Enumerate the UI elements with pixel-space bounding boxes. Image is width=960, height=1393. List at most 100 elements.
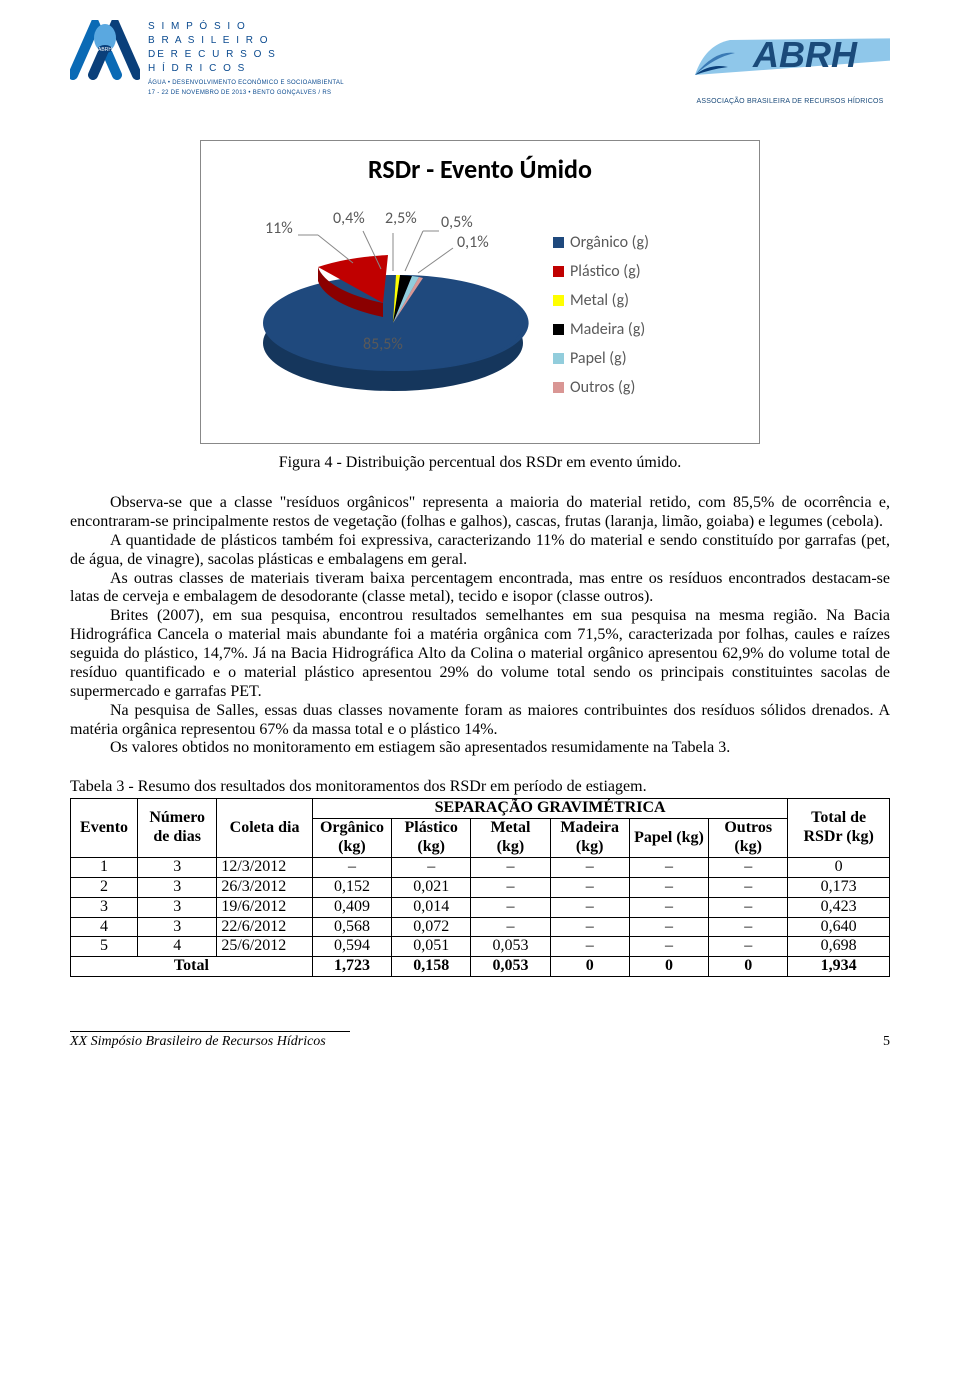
legend-label: Papel (g) — [570, 349, 627, 368]
legend-swatch-icon — [553, 266, 564, 277]
simp-line-2: B R A S I L E I R O — [148, 34, 344, 48]
th-outros: Outros (kg) — [709, 819, 788, 858]
table-cell: – — [709, 877, 788, 897]
table-row: 2326/3/20120,1520,021––––0,173 — [71, 877, 890, 897]
simp-text-block: S I M P Ó S I O B R A S I L E I R O DE R… — [148, 20, 344, 96]
table-cell: – — [550, 857, 629, 877]
table-body: 1312/3/2012––––––02326/3/20120,1520,021–… — [71, 857, 890, 976]
table-row: 3319/6/20120,4090,014––––0,423 — [71, 897, 890, 917]
page-header: ABRH S I M P Ó S I O B R A S I L E I R O… — [70, 20, 890, 110]
legend-item: Papel (g) — [553, 349, 703, 368]
chart-title: RSDr - Evento Úmido — [213, 153, 747, 185]
table-cell: 26/3/2012 — [217, 877, 313, 897]
table-cell: 0,072 — [392, 917, 471, 937]
table-cell: 0,173 — [788, 877, 890, 897]
table-cell: 2 — [71, 877, 138, 897]
table-cell: – — [550, 877, 629, 897]
table-cell: 0 — [709, 957, 788, 977]
table-cell: 0,409 — [312, 897, 391, 917]
table-cell: 0,698 — [788, 937, 890, 957]
pie-area: 11% 0,4% 2,5% 0,5% 0,1% 85,5% — [213, 193, 553, 413]
table-cell: 3 — [138, 877, 217, 897]
pie-label-outros: 0,1% — [457, 233, 489, 252]
table-cell: 3 — [138, 857, 217, 877]
table-cell: 0,152 — [312, 877, 391, 897]
table-cell: 0 — [550, 957, 629, 977]
footer-text: XX Simpósio Brasileiro de Recursos Hídri… — [70, 1031, 350, 1050]
table-cell: – — [709, 937, 788, 957]
table-cell: – — [629, 877, 708, 897]
table-cell: – — [709, 897, 788, 917]
table-cell: 12/3/2012 — [217, 857, 313, 877]
legend-label: Madeira (g) — [570, 320, 645, 339]
table-cell: 0,594 — [312, 937, 391, 957]
table-cell: – — [471, 897, 550, 917]
table-cell: – — [709, 857, 788, 877]
paragraph: Os valores obtidos no monitoramento em e… — [70, 739, 890, 758]
legend-item: Orgânico (g) — [553, 233, 703, 252]
legend-label: Plástico (g) — [570, 262, 641, 281]
paragraph: Na pesquisa de Salles, essas duas classe… — [70, 702, 890, 740]
table-cell: 0,021 — [392, 877, 471, 897]
paragraph: Brites (2007), em sua pesquisa, encontro… — [70, 607, 890, 701]
table-cell: – — [629, 917, 708, 937]
table-cell: 0 — [788, 857, 890, 877]
legend-swatch-icon — [553, 295, 564, 306]
table-cell: – — [709, 917, 788, 937]
th-total: Total de RSDr (kg) — [788, 799, 890, 858]
paragraph: A quantidade de plásticos também foi exp… — [70, 532, 890, 570]
table-cell: 22/6/2012 — [217, 917, 313, 937]
table-cell: 1 — [71, 857, 138, 877]
abrh-subtitle: ASSOCIAÇÃO BRASILEIRA DE RECURSOS HÍDRIC… — [697, 98, 884, 105]
table-cell: – — [629, 857, 708, 877]
table-cell: 3 — [138, 917, 217, 937]
table-cell: 1,934 — [788, 957, 890, 977]
legend-item: Outros (g) — [553, 378, 703, 397]
table-cell: 5 — [71, 937, 138, 957]
page-number: 5 — [883, 1034, 890, 1050]
table-row: 5425/6/20120,5940,0510,053–––0,698 — [71, 937, 890, 957]
table-cell: 1,723 — [312, 957, 391, 977]
th-plastico: Plástico (kg) — [392, 819, 471, 858]
table-cell: 0,053 — [471, 937, 550, 957]
simp-sub-1: ÁGUA • DESENVOLVIMENTO ECONÔMICO E SOCIO… — [148, 80, 344, 86]
table-cell: 0,053 — [471, 957, 550, 977]
legend-swatch-icon — [553, 382, 564, 393]
pie-label-metal: 0,4% — [333, 209, 365, 228]
logo-left: ABRH S I M P Ó S I O B R A S I L E I R O… — [70, 20, 344, 96]
table-cell: 4 — [138, 937, 217, 957]
table-cell: 19/6/2012 — [217, 897, 313, 917]
logo-right: ABRH ASSOCIAÇÃO BRASILEIRA DE RECURSOS H… — [690, 20, 890, 105]
table-cell: 4 — [71, 917, 138, 937]
th-organico: Orgânico (kg) — [312, 819, 391, 858]
legend-label: Outros (g) — [570, 378, 635, 397]
table-cell: 3 — [71, 897, 138, 917]
abrh-text: ABRH — [752, 34, 858, 75]
results-table: Evento Número de dias Coleta dia SEPARAÇ… — [70, 798, 890, 977]
table-cell: 0,051 — [392, 937, 471, 957]
legend-swatch-icon — [553, 353, 564, 364]
legend-item: Madeira (g) — [553, 320, 703, 339]
simp-line-1: S I M P Ó S I O — [148, 20, 344, 34]
th-coleta: Coleta dia — [217, 799, 313, 858]
table-row: 4322/6/20120,5680,072––––0,640 — [71, 917, 890, 937]
table-cell: – — [471, 917, 550, 937]
pie-chart: RSDr - Evento Úmido — [200, 140, 760, 444]
table-cell: – — [471, 857, 550, 877]
th-papel: Papel (kg) — [629, 819, 708, 858]
table-cell: 0,423 — [788, 897, 890, 917]
th-madeira: Madeira (kg) — [550, 819, 629, 858]
legend-swatch-icon — [553, 237, 564, 248]
table-cell: – — [550, 917, 629, 937]
svg-text:ABRH: ABRH — [98, 47, 112, 53]
table-cell: – — [471, 877, 550, 897]
table-cell: 0,568 — [312, 917, 391, 937]
table-total-row: Total1,7230,1580,0530001,934 — [71, 957, 890, 977]
table-cell: – — [629, 937, 708, 957]
table-row: 1312/3/2012––––––0 — [71, 857, 890, 877]
table-cell: – — [629, 897, 708, 917]
table-caption: Tabela 3 - Resumo dos resultados dos mon… — [70, 778, 890, 796]
th-sep: SEPARAÇÃO GRAVIMÉTRICA — [312, 799, 788, 819]
chart-caption: Figura 4 - Distribuição percentual dos R… — [70, 454, 890, 472]
chart-legend: Orgânico (g) Plástico (g) Metal (g) Made… — [553, 193, 703, 413]
